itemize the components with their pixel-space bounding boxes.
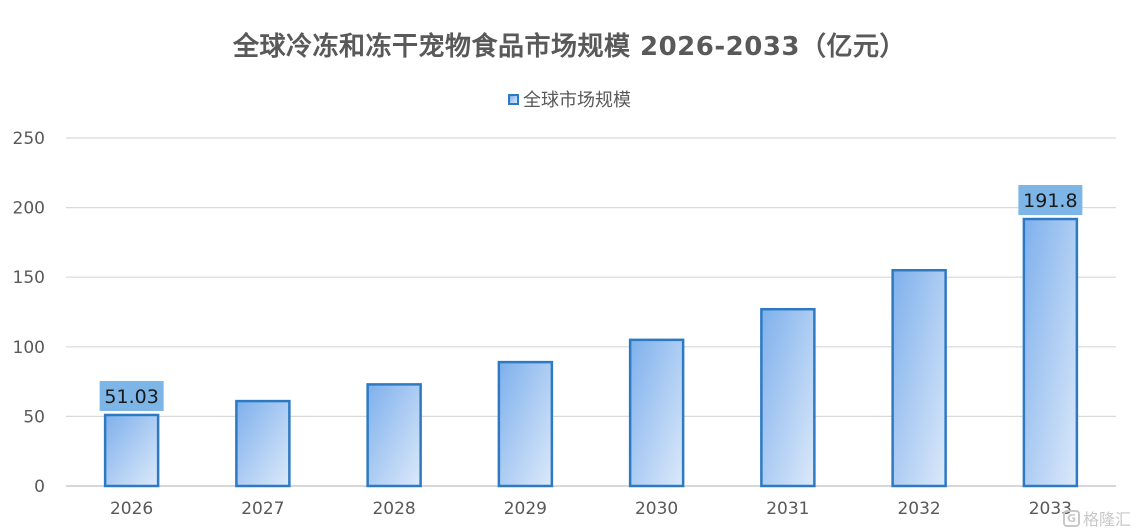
x-axis-ticks: 2026 2027 2028 2029 2030 2031 2032 2033 [110, 499, 1072, 519]
y-tick-label: 200 [13, 199, 45, 219]
y-tick-label: 100 [13, 338, 45, 358]
data-label-text: 51.03 [104, 386, 158, 408]
y-tick-label: 0 [34, 477, 45, 497]
x-tick-label: 2029 [504, 499, 547, 519]
bar-2026 [103, 413, 160, 488]
y-axis-ticks: 0 50 100 150 200 250 [13, 129, 45, 497]
x-tick-label: 2032 [897, 499, 940, 519]
bar-2030 [628, 338, 685, 488]
bars [103, 217, 1079, 488]
bar-2031 [760, 307, 816, 488]
gridlines [66, 137, 1116, 487]
bar-2032 [891, 268, 947, 488]
watermark: G 格隆汇 [1062, 506, 1131, 530]
legend-label: 全球市场规模 [523, 90, 631, 111]
x-tick-label: 2026 [110, 499, 153, 519]
chart-title: 全球冷冻和冻干宠物食品市场规模 2026-2033（亿元） [232, 32, 907, 62]
legend-swatch [508, 93, 519, 105]
x-tick-label: 2031 [766, 499, 809, 519]
bar-2027 [235, 399, 291, 488]
bar-2033 [1022, 217, 1079, 488]
bar-2029 [497, 360, 554, 488]
x-tick-label: 2033 [1029, 499, 1072, 519]
y-tick-label: 150 [13, 268, 45, 288]
data-label-2033: 191.8 [1018, 185, 1083, 216]
chart-legend: 全球市场规模 [0, 86, 1139, 112]
brand-logo-icon: G [1062, 509, 1080, 527]
data-label-text: 191.8 [1023, 190, 1077, 212]
watermark-text: 格隆汇 [1082, 510, 1131, 529]
x-tick-label: 2030 [635, 499, 678, 519]
data-labels: 51.03 191.8 [99, 185, 1083, 411]
data-label-background [99, 380, 164, 411]
x-tick-label: 2028 [372, 499, 415, 519]
data-label-2026: 51.03 [99, 380, 164, 411]
y-tick-label: 50 [23, 407, 45, 427]
x-tick-label: 2027 [241, 499, 284, 519]
y-tick-label: 250 [13, 129, 45, 149]
bar-2028 [366, 383, 422, 488]
data-label-background [1018, 185, 1083, 216]
